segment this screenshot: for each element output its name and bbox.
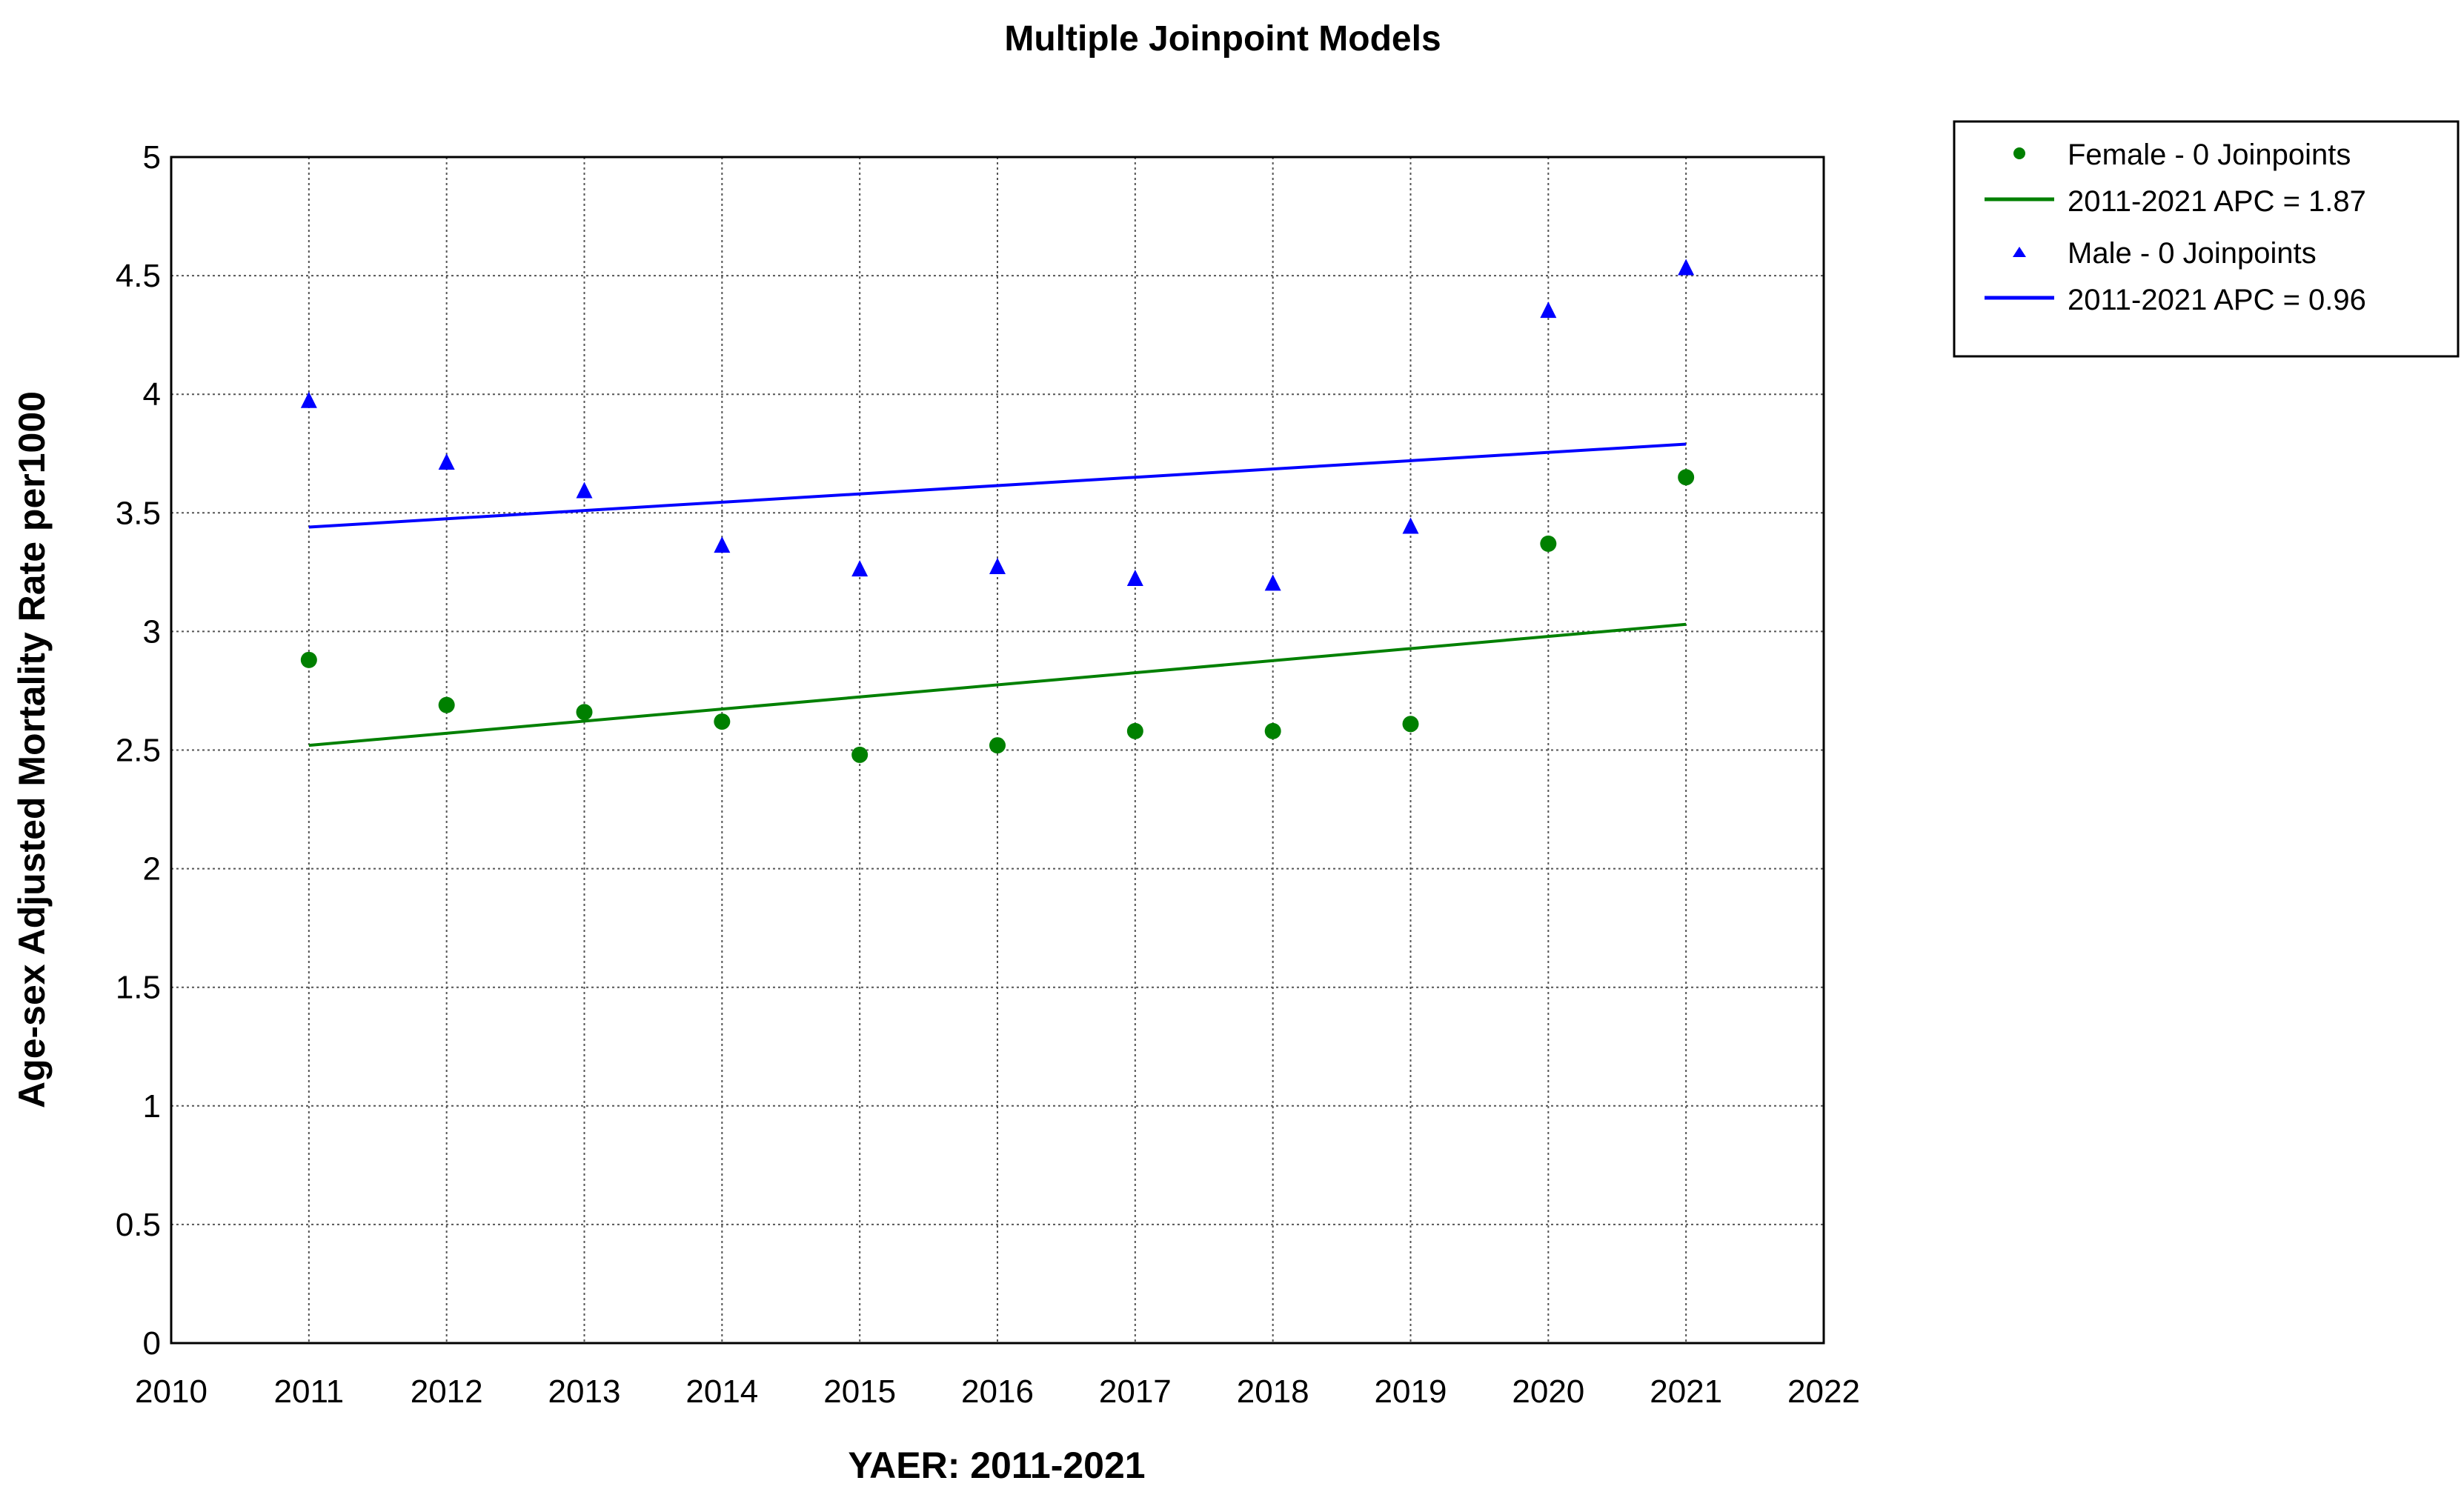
female-point <box>851 746 869 763</box>
y-tick-label: 2.5 <box>116 733 161 769</box>
male-point <box>576 482 593 499</box>
legend: Female - 0 Joinpoints 2011-2021 APC = 1.… <box>1953 120 2460 358</box>
male-point <box>1402 517 1419 534</box>
male-point <box>1126 569 1143 586</box>
legend-box <box>1953 120 2460 358</box>
x-tick-label: 2017 <box>1099 1373 1172 1410</box>
female-point <box>1540 535 1557 552</box>
female-point <box>300 651 317 668</box>
fit-lines <box>308 442 1687 747</box>
x-tick-label: 2021 <box>1650 1373 1722 1410</box>
male-point <box>1678 259 1695 276</box>
x-tick-label: 2022 <box>1787 1373 1860 1410</box>
male-point <box>1264 574 1281 591</box>
female-point <box>438 696 455 713</box>
legend-male-label: Male - 0 Joinpoints <box>2068 237 2317 270</box>
male-point <box>300 391 317 408</box>
female-point <box>1126 722 1143 739</box>
legend-female-marker <box>2013 147 2025 159</box>
x-tick-label: 2010 <box>135 1373 207 1410</box>
male-point <box>989 557 1006 574</box>
y-tick-label: 3.5 <box>116 495 161 531</box>
male-point <box>438 453 455 470</box>
x-tick-label: 2013 <box>548 1373 621 1410</box>
y-tick-label: 2 <box>143 851 161 887</box>
y-tick-label: 0 <box>143 1325 161 1362</box>
legend-female-label: Female - 0 Joinpoints <box>2068 139 2351 171</box>
x-tick-label: 2015 <box>823 1373 896 1410</box>
legend-male-fit-label: 2011-2021 APC = 0.96 <box>2068 284 2366 316</box>
y-tick-label: 1 <box>143 1088 161 1125</box>
x-axis-ticks: 2010 2011 2012 2013 2014 2015 2016 2017 2018 2019… <box>135 1373 1860 1410</box>
y-tick-label: 4.5 <box>116 258 161 294</box>
x-tick-label: 2020 <box>1512 1373 1584 1410</box>
female-point <box>989 737 1006 754</box>
y-axis-label: Age-sex Adjusted Mortality Rate per1000 <box>11 391 53 1108</box>
x-tick-label: 2018 <box>1237 1373 1309 1410</box>
female-point <box>714 713 731 730</box>
x-tick-label: 2019 <box>1375 1373 1447 1410</box>
x-tick-label: 2011 <box>274 1373 345 1410</box>
x-tick-label: 2016 <box>961 1373 1034 1410</box>
female-point <box>1678 469 1695 486</box>
x-tick-label: 2014 <box>685 1373 758 1410</box>
male-point <box>851 560 869 577</box>
female-point <box>1264 722 1281 739</box>
y-tick-label: 0.5 <box>116 1207 161 1243</box>
plot-area-frame <box>170 156 1825 1345</box>
male-point <box>1540 302 1557 319</box>
y-tick-label: 3 <box>143 613 161 650</box>
legend-male-marker <box>2013 247 2026 257</box>
x-axis-label: YAER: 2011-2021 <box>848 1445 1145 1486</box>
female-point <box>576 704 593 721</box>
y-tick-label: 1.5 <box>116 970 161 1006</box>
y-tick-label: 5 <box>143 139 161 176</box>
legend-female-fit-label: 2011-2021 APC = 1.87 <box>2068 185 2366 218</box>
chart-title: Multiple Joinpoint Models <box>1004 19 1441 59</box>
data-points <box>300 259 1695 763</box>
female-point <box>1402 716 1419 733</box>
y-axis-ticks: 0 0.5 1 1.5 2 2.5 3 3.5 4 4.5 5 <box>116 139 161 1362</box>
x-tick-label: 2012 <box>411 1373 483 1410</box>
y-tick-label: 4 <box>143 376 161 413</box>
male-point <box>714 536 731 553</box>
female-fit-line <box>308 622 1687 747</box>
male-fit-line <box>308 442 1687 529</box>
